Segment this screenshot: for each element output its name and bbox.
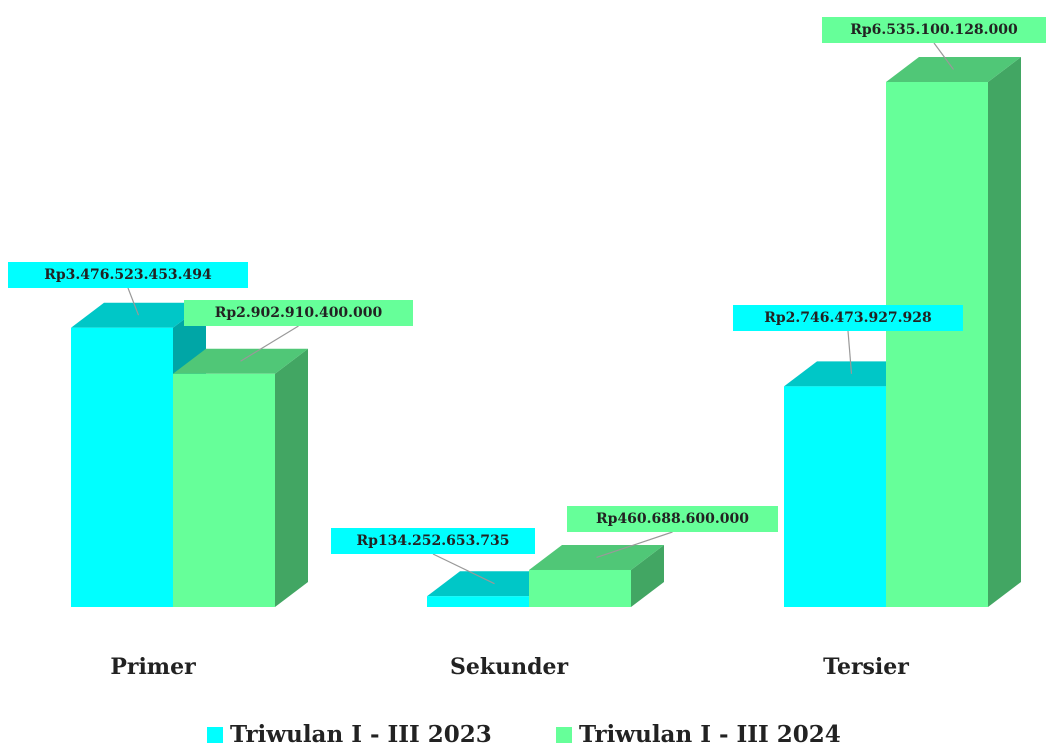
bar-face bbox=[988, 57, 1021, 607]
bar-face bbox=[631, 544, 664, 607]
legend-swatch bbox=[556, 727, 572, 743]
bar-face bbox=[71, 327, 173, 607]
category-label: Sekunder bbox=[450, 654, 568, 680]
value-label: Rp2.746.473.927.928 bbox=[764, 310, 932, 326]
legend-swatch bbox=[207, 727, 223, 743]
category-label: Primer bbox=[110, 654, 196, 680]
legend-label: Triwulan I - III 2024 bbox=[579, 721, 841, 748]
bar-face bbox=[529, 569, 631, 607]
leader-line bbox=[432, 553, 495, 585]
value-label-box bbox=[184, 300, 413, 326]
bar-face bbox=[173, 373, 275, 607]
leader-line bbox=[240, 325, 299, 362]
legend-label: Triwulan I - III 2023 bbox=[230, 721, 492, 748]
value-label: Rp460.688.600.000 bbox=[596, 511, 749, 527]
leader-line bbox=[933, 42, 954, 70]
leader-line bbox=[127, 287, 140, 316]
leader-line bbox=[596, 531, 673, 559]
value-label-box bbox=[733, 305, 963, 331]
leader-line bbox=[847, 330, 853, 374]
bar-face bbox=[427, 596, 529, 607]
value-label-box bbox=[8, 262, 248, 288]
value-label-box bbox=[822, 17, 1046, 43]
bar-face bbox=[886, 82, 988, 607]
value-label: Rp2.902.910.400.000 bbox=[215, 305, 383, 321]
value-label: Rp6.535.100.128.000 bbox=[850, 22, 1018, 38]
bar-face bbox=[784, 386, 886, 607]
value-label: Rp3.476.523.453.494 bbox=[44, 267, 212, 283]
value-label-box bbox=[567, 506, 778, 532]
category-label: Tersier bbox=[823, 654, 909, 680]
value-label-box bbox=[331, 528, 535, 554]
bar bbox=[886, 57, 1021, 607]
value-label: Rp134.252.653.735 bbox=[357, 533, 510, 549]
bar bbox=[173, 348, 308, 607]
bar bbox=[529, 544, 664, 607]
bar-face bbox=[275, 348, 308, 607]
